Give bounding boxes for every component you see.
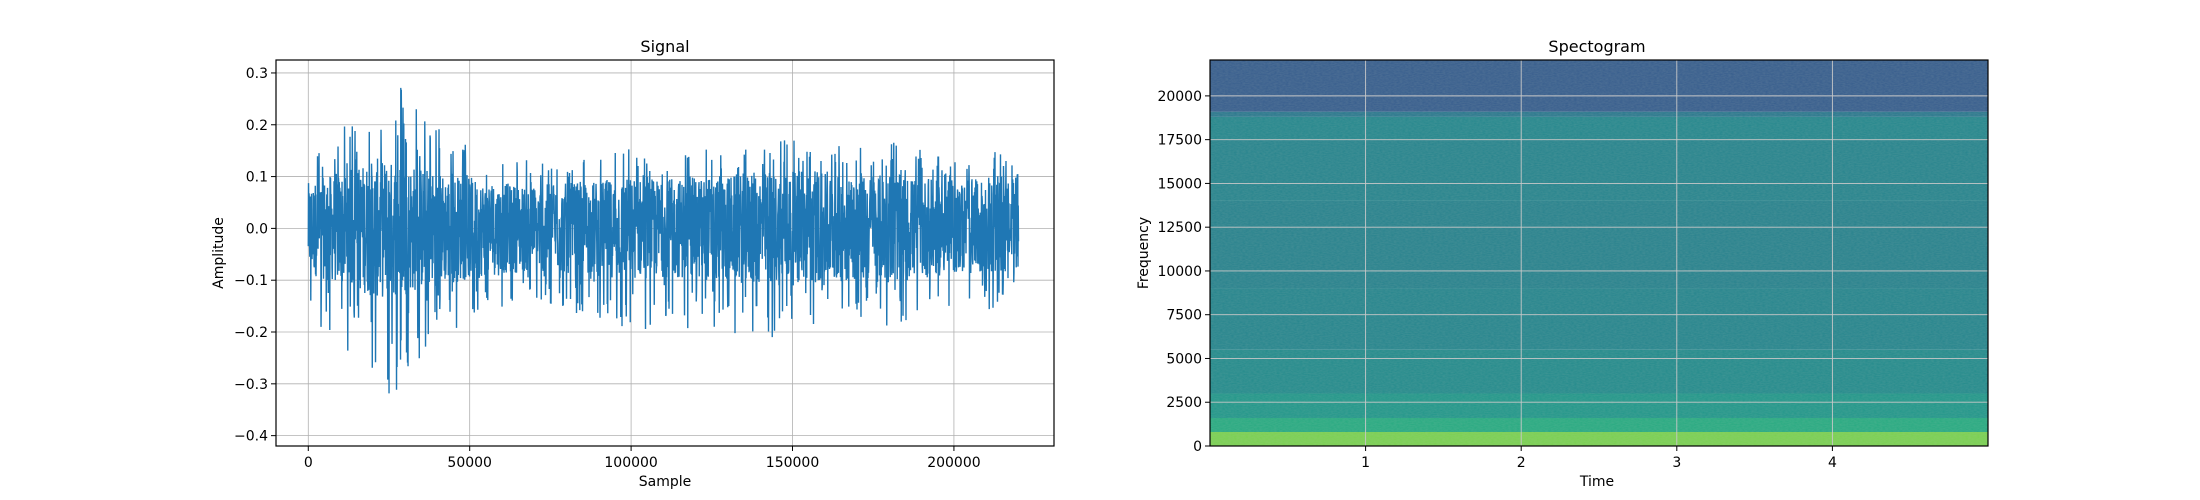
signal-y-tick-label: 0.2 xyxy=(246,118,268,134)
signal-series-line xyxy=(307,87,1020,394)
signal-y-tick-label: −0.1 xyxy=(234,273,268,289)
spectrogram-y-tick-label: 7500 xyxy=(1166,308,1202,324)
spectrogram-y-axis: 0 2500 5000 7500 10000 12500 15000 17500 20000 xyxy=(1157,89,1210,455)
spectrogram-chart-title: Spectogram xyxy=(1548,37,1645,56)
spectrogram-grid xyxy=(1210,60,1988,446)
signal-x-tick-label: 50000 xyxy=(447,455,492,471)
spectrogram-y-axis-label: Frequency xyxy=(1136,217,1152,289)
spectrogram-x-tick-label: 1 xyxy=(1361,455,1370,471)
spectrogram-y-tick-label: 10000 xyxy=(1157,264,1202,280)
spectrogram-y-tick-label: 17500 xyxy=(1157,133,1202,149)
signal-y-tick-label: 0.3 xyxy=(246,66,268,82)
spectrogram-y-tick-label: 12500 xyxy=(1157,220,1202,236)
spectrogram-y-tick-label: 20000 xyxy=(1157,89,1202,105)
signal-y-axis: −0.4 −0.3 −0.2 −0.1 0.0 0.1 0.2 0.3 xyxy=(234,66,276,445)
spectrogram-x-axis-label: Time xyxy=(1579,474,1614,490)
spectrogram-x-axis: 1 2 3 4 xyxy=(1361,446,1837,471)
signal-chart-title: Signal xyxy=(640,37,689,56)
spectrogram-y-tick-label: 0 xyxy=(1193,439,1202,455)
signal-y-tick-label: −0.3 xyxy=(234,377,268,393)
spectrogram-y-tick-label: 2500 xyxy=(1166,395,1202,411)
signal-x-axis: 0 50000 100000 150000 200000 xyxy=(304,446,981,471)
signal-x-tick-label: 150000 xyxy=(766,455,819,471)
spectrogram-plot-frame xyxy=(1209,59,1989,447)
signal-waveform xyxy=(307,87,1020,394)
signal-y-axis-label: Amplitude xyxy=(211,217,227,289)
signal-plot-frame xyxy=(275,59,1055,447)
spectrogram-y-tick-label: 5000 xyxy=(1166,351,1202,367)
spectrogram-texture xyxy=(1210,60,1988,446)
spectrogram-x-tick-label: 4 xyxy=(1828,455,1837,471)
signal-x-tick-label: 0 xyxy=(304,455,313,471)
spectrogram-y-tick-label: 15000 xyxy=(1157,176,1202,192)
signal-y-tick-label: 0.0 xyxy=(246,221,268,237)
signal-y-tick-label: −0.2 xyxy=(234,325,268,341)
signal-chart: Signal 0 50000 100000 150000 200000 −0.4 −0.3… xyxy=(211,37,1055,490)
signal-y-tick-label: −0.4 xyxy=(234,429,268,445)
signal-y-tick-label: 0.1 xyxy=(246,170,268,186)
signal-x-axis-label: Sample xyxy=(639,474,692,490)
spectrogram-x-tick-label: 3 xyxy=(1672,455,1681,471)
spectrogram-x-tick-label: 2 xyxy=(1517,455,1526,471)
signal-x-tick-label: 200000 xyxy=(927,455,980,471)
signal-x-tick-label: 100000 xyxy=(604,455,657,471)
spectrogram-chart: Spectogram 1 2 3 4 0 2500 5000 7500 10000 12500 1… xyxy=(1136,37,1989,490)
